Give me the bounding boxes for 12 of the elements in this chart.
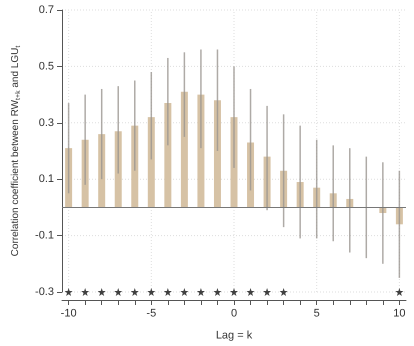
y-tick-label: 0.5 [38, 60, 54, 72]
x-tick-label: -10 [60, 308, 77, 320]
y-tick-label: -0.3 [35, 286, 54, 298]
y-tick-label: -0.1 [35, 230, 54, 242]
y-tick-label: 0.7 [38, 4, 54, 16]
y-tick-label: 0.3 [38, 116, 54, 129]
x-tick-label: -5 [146, 308, 156, 320]
y-tick-label: 0.1 [38, 173, 54, 186]
x-axis-title: Lag = k [216, 330, 253, 342]
x-tick-label: 0 [230, 308, 238, 320]
x-tick-label: 5 [314, 308, 320, 320]
x-tick-label: 10 [393, 308, 406, 320]
